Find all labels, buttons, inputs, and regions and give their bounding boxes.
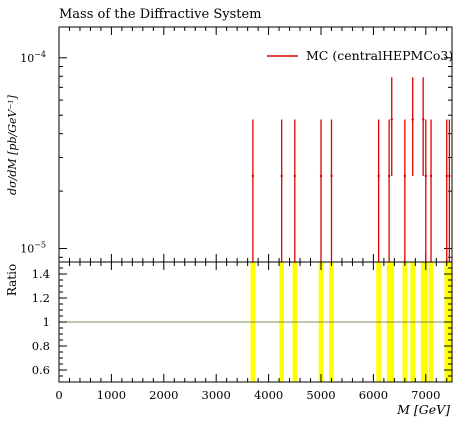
- point-marker: [251, 174, 255, 178]
- point-marker: [330, 174, 333, 178]
- x-tick-label: 7000: [411, 388, 440, 402]
- x-tick-label: 4000: [254, 388, 283, 402]
- point-marker: [445, 174, 448, 178]
- ratio-y-tick-label: 1.4: [32, 267, 50, 281]
- point-marker: [280, 174, 283, 178]
- x-tick-label: 1000: [97, 388, 126, 402]
- x-axis-ticks: 0 1000 2000 3000 4000 5000 6000 7000: [55, 262, 448, 402]
- ratio-y-tick-label: 1.2: [32, 291, 50, 305]
- data-point: [448, 119, 451, 262]
- ratio-y-tick-label: 0.6: [32, 363, 50, 377]
- data-point: [319, 119, 323, 262]
- main-y-tick-exponent: −5: [34, 241, 46, 250]
- point-marker: [390, 118, 393, 121]
- main-x-ticks: [58, 27, 448, 262]
- main-series: [251, 77, 451, 262]
- point-marker: [448, 174, 451, 178]
- data-point: [403, 119, 407, 262]
- data-point: [377, 119, 380, 262]
- data-point: [330, 119, 333, 262]
- data-point: [424, 119, 427, 262]
- main-y-tick-base: 10: [20, 52, 34, 65]
- ratio-frame: [58, 261, 453, 383]
- point-marker: [319, 174, 323, 178]
- ratio-panel: 0.6 0.8 1 1.2 1.4 0 1000 2000 3000 4000 5000 6000 7…: [32, 261, 453, 402]
- main-y-tick-label: 10−5: [20, 241, 46, 256]
- x-axis-label: M [GeV]: [396, 402, 450, 417]
- point-marker: [387, 174, 391, 178]
- main-y-tick-exponent: −4: [34, 50, 46, 59]
- point-marker: [424, 174, 427, 178]
- x-tick-label: 3000: [202, 388, 231, 402]
- legend: MC (centralHEPMCo3): [267, 48, 453, 63]
- ratio-y-tick-label: 0.8: [32, 339, 50, 353]
- x-tick-label: 2000: [149, 388, 178, 402]
- ratio-y-ticks: 0.6 0.8 1 1.2 1.4: [32, 261, 452, 383]
- x-tick-label: 0: [55, 388, 62, 402]
- data-point: [293, 119, 296, 262]
- data-point: [251, 119, 255, 262]
- point-marker: [293, 174, 296, 178]
- x-tick-label: 5000: [306, 388, 335, 402]
- data-point: [421, 77, 425, 177]
- data-point: [445, 119, 448, 262]
- x-tick-label: 6000: [359, 388, 388, 402]
- main-y-axis-label: dσ/dM [pb/GeV⁻¹]: [6, 94, 19, 195]
- main-y-tick-base: 10: [20, 243, 34, 256]
- data-point: [387, 119, 391, 262]
- main-y-ticks: 10−510−4: [20, 50, 452, 258]
- point-marker: [377, 174, 380, 178]
- ratio-y-axis-label: Ratio: [5, 264, 19, 296]
- data-point: [429, 119, 433, 262]
- point-marker: [421, 118, 425, 121]
- point-marker: [429, 174, 433, 178]
- legend-label: MC (centralHEPMCo3): [306, 48, 453, 63]
- data-point: [411, 77, 414, 177]
- point-marker: [411, 118, 414, 121]
- ratio-y-tick-label: 1: [43, 315, 50, 329]
- chart-title: Mass of the Diffractive System: [59, 7, 262, 22]
- data-point: [390, 77, 393, 177]
- point-marker: [403, 174, 407, 178]
- main-y-tick-label: 10−4: [20, 50, 46, 65]
- data-point: [280, 119, 283, 262]
